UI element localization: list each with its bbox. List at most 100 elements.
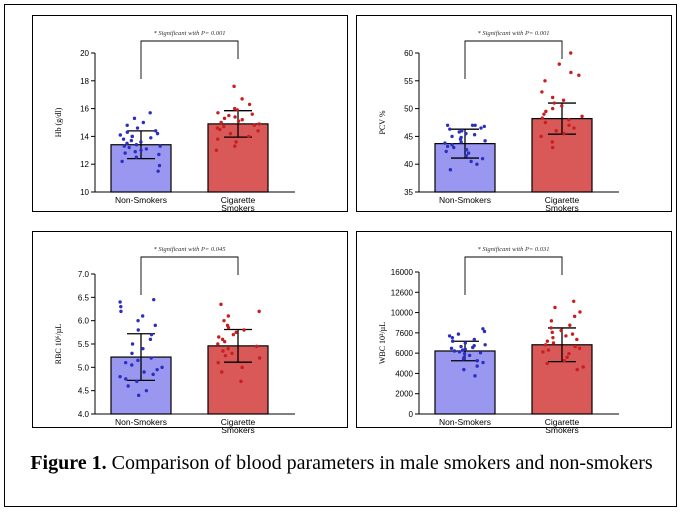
data-point [232, 106, 237, 111]
data-point [464, 131, 468, 136]
data-point [459, 140, 463, 144]
data-point [236, 119, 241, 123]
data-point [136, 328, 140, 332]
data-point [541, 350, 545, 354]
data-point [240, 118, 244, 122]
data-point [254, 344, 259, 349]
y-tick-label: 5.5 [78, 340, 90, 349]
data-point [540, 90, 544, 94]
data-point [475, 359, 479, 363]
y-tick-label: 50 [404, 105, 413, 114]
significance-note: * Significant with P= 0.001 [477, 30, 549, 37]
x-category-label: Cigarette [545, 195, 580, 205]
y-axis-label: RBC 10⁶/µL [54, 324, 63, 365]
data-point [139, 140, 143, 144]
data-point [460, 129, 464, 133]
y-tick-label: 16 [80, 105, 89, 114]
y-tick-label: 14 [80, 132, 89, 141]
data-point [568, 323, 572, 327]
data-point [472, 133, 477, 137]
y-tick-label: 18 [80, 77, 89, 86]
y-axis-label: Hb (g/dl) [54, 107, 63, 137]
significance-bracket [464, 256, 563, 295]
y-tick-label: 16000 [391, 268, 414, 277]
data-point [257, 122, 261, 126]
data-point [139, 148, 143, 152]
data-point [216, 111, 220, 115]
data-point [130, 134, 134, 139]
data-point [575, 367, 579, 372]
data-point [572, 314, 577, 319]
data-point [479, 126, 483, 130]
data-point [154, 129, 158, 133]
data-point [560, 104, 564, 108]
data-point [448, 127, 452, 131]
y-tick-label: 10000 [391, 309, 414, 318]
data-point [257, 309, 261, 314]
figure-frame: * Significant with P= 0.001 10 12 14 16 18 20 H… [4, 4, 677, 507]
data-point [444, 149, 448, 154]
y-tick-label: 10 [80, 188, 89, 197]
data-point [155, 131, 160, 136]
data-point [450, 143, 454, 147]
figure-caption: Figure 1. Comparison of blood parameters… [5, 449, 678, 478]
data-point [550, 106, 555, 111]
data-point [133, 149, 137, 154]
data-point [129, 138, 134, 143]
data-point [443, 141, 447, 145]
data-point [475, 162, 479, 166]
y-axis-label: WBC 10³/µL [378, 322, 387, 364]
data-point [448, 168, 453, 172]
data-point [148, 337, 153, 342]
data-point [457, 130, 461, 134]
chart-rbc: * Significant with P= 0.045 4.0 4.5 5.0 5.5 6… [54, 246, 295, 435]
data-point [543, 79, 547, 83]
x-category-label: Non-Smokers [115, 417, 167, 427]
data-point [157, 152, 161, 157]
data-point [464, 154, 468, 158]
data-point [216, 360, 220, 365]
data-point [232, 84, 236, 89]
y-tick-label: 2000 [395, 390, 413, 399]
y-tick-label: 5.0 [78, 363, 90, 372]
data-point [217, 335, 221, 339]
data-point [472, 337, 476, 342]
data-point [135, 379, 139, 384]
data-point [553, 305, 557, 310]
y-tick-label: 35 [404, 188, 413, 197]
data-point [226, 314, 231, 318]
data-point [223, 353, 228, 358]
data-point [564, 334, 568, 338]
x-category-label: Non-Smokers [439, 417, 491, 427]
data-point [124, 377, 128, 381]
data-point [160, 365, 164, 370]
data-point [214, 148, 219, 152]
data-point [559, 328, 563, 333]
data-point [445, 144, 450, 149]
x-category-label: Cigarette [545, 417, 580, 427]
y-tick-label: 4.5 [78, 387, 90, 396]
data-point [233, 115, 237, 119]
x-category-label: Smokers [545, 203, 579, 213]
data-point [450, 134, 454, 139]
significance-note: * Significant with P= 0.031 [477, 246, 549, 253]
caption-label: Figure 1. [30, 452, 107, 474]
data-point [463, 347, 467, 351]
data-point [141, 120, 146, 125]
data-point [250, 112, 254, 116]
y-tick-label: 4000 [395, 369, 413, 378]
significance-note: * Significant with P= 0.045 [153, 246, 226, 253]
data-point [157, 163, 162, 168]
data-point [122, 144, 126, 148]
x-category-label: Cigarette [221, 417, 256, 427]
data-point [239, 379, 243, 384]
data-point [578, 310, 582, 314]
data-point [123, 360, 128, 365]
y-tick-label: 40 [404, 160, 413, 169]
data-point [130, 363, 134, 367]
data-point [483, 343, 487, 347]
y-tick-label: 7.0 [78, 270, 90, 279]
data-point [144, 147, 149, 151]
y-tick-label: 6000 [395, 349, 413, 358]
data-point [135, 126, 140, 130]
